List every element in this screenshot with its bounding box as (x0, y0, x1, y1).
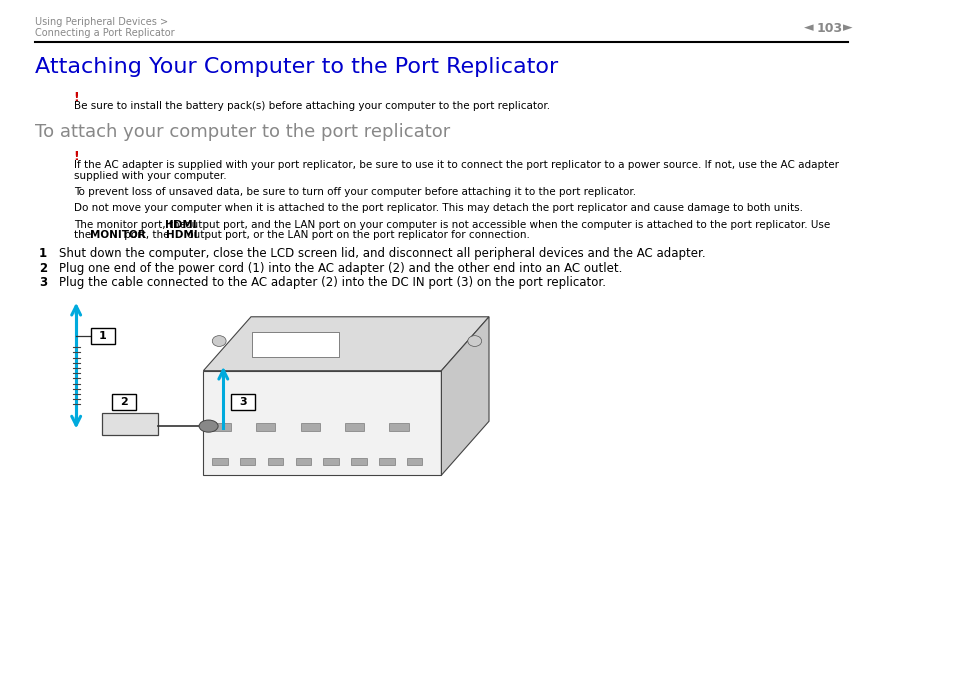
Bar (351, 458, 366, 465)
Text: the: the (73, 230, 93, 240)
Text: To prevent loss of unsaved data, be sure to turn off your computer before attach: To prevent loss of unsaved data, be sure… (73, 187, 635, 197)
Text: Do not move your computer when it is attached to the port replicator. This may d: Do not move your computer when it is att… (73, 203, 801, 213)
Bar (239, 458, 255, 465)
Text: 3: 3 (239, 397, 247, 406)
Text: supplied with your computer.: supplied with your computer. (73, 171, 226, 181)
Text: The monitor port, the: The monitor port, the (73, 220, 189, 230)
Text: 2: 2 (120, 398, 128, 407)
Text: 1: 1 (39, 247, 47, 259)
Circle shape (213, 336, 226, 346)
Bar (252, 332, 338, 357)
Bar (295, 458, 311, 465)
Text: output port, or the LAN port on the port replicator for connection.: output port, or the LAN port on the port… (184, 230, 529, 240)
Text: MONITOR: MONITOR (91, 230, 146, 240)
Text: If the AC adapter is supplied with your port replicator, be sure to use it to co: If the AC adapter is supplied with your … (73, 160, 838, 171)
Bar (102, 413, 158, 435)
Text: Attaching Your Computer to the Port Replicator: Attaching Your Computer to the Port Repl… (34, 57, 558, 78)
Polygon shape (203, 371, 441, 475)
Text: To attach your computer to the port replicator: To attach your computer to the port repl… (34, 123, 450, 141)
Text: 1: 1 (99, 331, 107, 340)
Text: 2: 2 (39, 262, 47, 274)
Bar (212, 423, 231, 431)
Circle shape (467, 336, 481, 346)
Text: port, the: port, the (121, 230, 172, 240)
Bar (378, 458, 395, 465)
Text: Using Peripheral Devices >: Using Peripheral Devices > (34, 17, 168, 27)
Text: Plug the cable connected to the AC adapter (2) into the DC IN port (3) on the po: Plug the cable connected to the AC adapt… (59, 276, 605, 289)
FancyBboxPatch shape (112, 394, 135, 410)
Bar (268, 458, 283, 465)
Polygon shape (441, 317, 489, 475)
Text: 103: 103 (815, 22, 841, 34)
Text: output port, and the LAN port on your computer is not accessible when the comput: output port, and the LAN port on your co… (182, 220, 830, 230)
FancyBboxPatch shape (91, 328, 115, 344)
Text: Plug one end of the power cord (1) into the AC adapter (2) and the other end int: Plug one end of the power cord (1) into … (59, 262, 621, 274)
Polygon shape (203, 317, 489, 371)
Text: !: ! (73, 150, 79, 162)
Text: ◄: ◄ (803, 22, 813, 34)
Text: !: ! (73, 91, 79, 104)
Text: Be sure to install the battery pack(s) before attaching your computer to the por: Be sure to install the battery pack(s) b… (73, 101, 549, 111)
Text: ►: ► (842, 22, 852, 34)
Bar (389, 423, 408, 431)
Text: HDMI: HDMI (166, 230, 198, 240)
FancyBboxPatch shape (231, 394, 255, 410)
Ellipse shape (199, 420, 218, 432)
Bar (345, 423, 364, 431)
Text: Shut down the computer, close the LCD screen lid, and disconnect all peripheral : Shut down the computer, close the LCD sc… (59, 247, 704, 259)
Text: HDMI: HDMI (165, 220, 196, 230)
Bar (212, 458, 228, 465)
Bar (323, 458, 338, 465)
Text: 3: 3 (39, 276, 47, 289)
Bar (256, 423, 275, 431)
Bar (300, 423, 319, 431)
Bar (406, 458, 422, 465)
Text: Connecting a Port Replicator: Connecting a Port Replicator (34, 28, 174, 38)
